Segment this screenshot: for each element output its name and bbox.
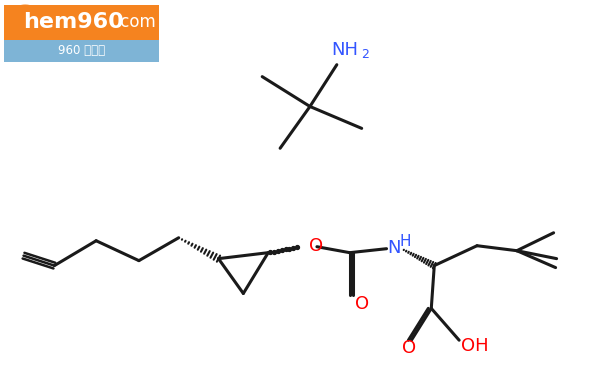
Text: C: C [5,5,34,43]
Text: OH: OH [461,337,489,355]
Text: N: N [388,239,401,257]
Text: 960 化工网: 960 化工网 [57,44,105,57]
Text: O: O [402,339,416,357]
Text: hem960: hem960 [24,12,124,32]
Text: NH: NH [332,41,358,59]
Polygon shape [4,5,159,62]
Text: O: O [309,237,323,255]
Text: O: O [355,296,369,314]
Text: .com: .com [115,13,155,31]
Text: H: H [400,234,411,249]
Text: 2: 2 [361,48,368,61]
Polygon shape [4,40,159,62]
